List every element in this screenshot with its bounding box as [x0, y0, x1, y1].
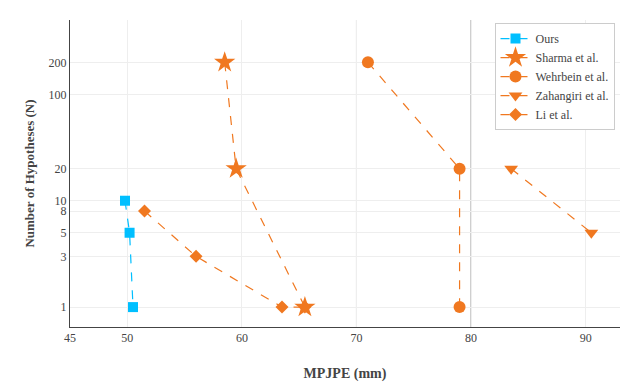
svg-text:70: 70	[350, 331, 362, 345]
svg-text:Wehrbein et al.: Wehrbein et al.	[536, 70, 609, 84]
svg-text:10: 10	[55, 194, 67, 208]
svg-text:200: 200	[49, 56, 67, 70]
svg-text:20: 20	[55, 162, 67, 176]
svg-text:1: 1	[61, 300, 67, 314]
svg-text:5: 5	[61, 226, 67, 240]
svg-text:8: 8	[61, 204, 67, 218]
svg-text:Zahangiri et al.: Zahangiri et al.	[536, 89, 609, 103]
svg-text:Sharma et al.: Sharma et al.	[536, 51, 599, 65]
svg-text:45: 45	[64, 331, 76, 345]
svg-text:MPJPE (mm): MPJPE (mm)	[304, 366, 387, 382]
svg-text:Ours: Ours	[536, 32, 560, 46]
svg-text:60: 60	[236, 331, 248, 345]
svg-text:Number of Hypotheses (N): Number of Hypotheses (N)	[22, 99, 37, 247]
svg-text:90: 90	[580, 331, 592, 345]
svg-text:80: 80	[465, 331, 477, 345]
svg-text:3: 3	[61, 250, 67, 264]
svg-text:50: 50	[121, 331, 133, 345]
svg-text:100: 100	[49, 88, 67, 102]
svg-text:Li et al.: Li et al.	[536, 108, 573, 122]
